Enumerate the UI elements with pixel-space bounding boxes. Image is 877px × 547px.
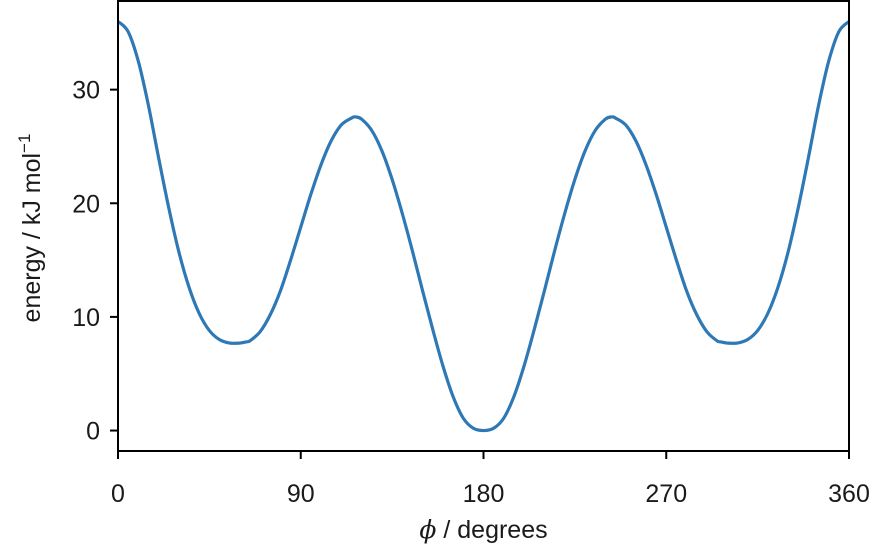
- series-layer: [116, 20, 851, 433]
- energy-series-line: [116, 20, 851, 433]
- x-tick-label: 90: [287, 480, 315, 508]
- x-axis-label-text: / degrees: [436, 516, 547, 544]
- y-tick-label: 20: [72, 190, 100, 218]
- x-tick-label: 0: [111, 480, 125, 508]
- y-axis-ticks: 0 10 20 30: [72, 77, 118, 446]
- x-tick-label: 180: [463, 480, 505, 508]
- y-axis-label-superscript: −1: [15, 134, 34, 153]
- y-tick-label: 0: [86, 418, 100, 446]
- y-axis-label: energy / kJ mol−1: [15, 134, 46, 323]
- plot-frame: [117, 0, 850, 452]
- x-axis-ticks: 0 90 180 270 360: [111, 451, 870, 508]
- y-axis-label-text: energy / kJ mol: [18, 153, 46, 323]
- x-tick-label: 270: [645, 480, 687, 508]
- y-tick-label: 10: [72, 304, 100, 332]
- y-tick-label: 30: [72, 77, 100, 105]
- x-axis-label: ϕ / degrees: [419, 515, 547, 544]
- x-tick-label: 360: [828, 480, 870, 508]
- x-axis-label-symbol: ϕ: [419, 515, 436, 544]
